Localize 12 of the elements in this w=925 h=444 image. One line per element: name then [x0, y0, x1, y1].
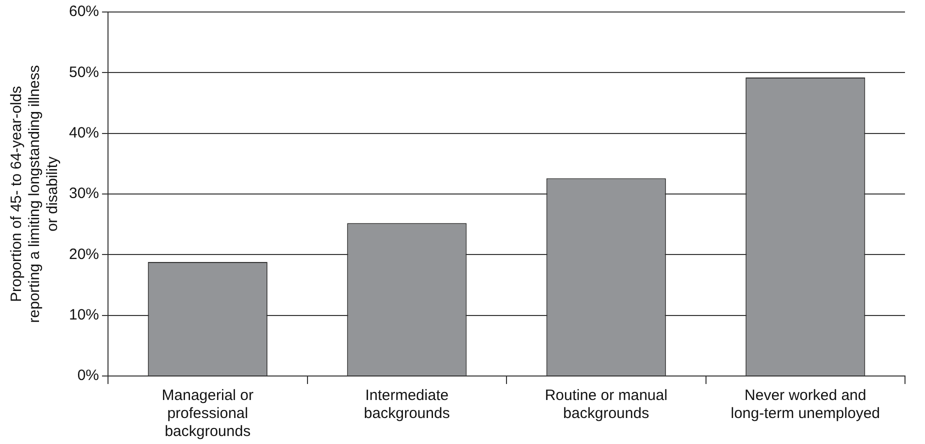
x-tick-label: Managerial or professional backgrounds — [162, 387, 254, 440]
y-tick-label: 10% — [68, 306, 100, 324]
y-tick-label: 40% — [68, 124, 100, 142]
y-axis-title: Proportion of 45- to 64-year-olds reporting a limiting longstanding illness or disability — [8, 65, 62, 323]
y-tick-label: 20% — [68, 246, 100, 263]
y-tick-label: 60% — [68, 3, 100, 20]
x-tick-label: Intermediate backgrounds — [364, 387, 450, 422]
y-tick-label: 50% — [68, 64, 100, 81]
y-tick-label: 0% — [77, 367, 100, 384]
x-tick-label: Never worked and long-term unemployed — [730, 387, 880, 422]
y-tick-label: 30% — [68, 185, 100, 202]
x-tick-label: Routine or manual backgrounds — [544, 387, 668, 422]
